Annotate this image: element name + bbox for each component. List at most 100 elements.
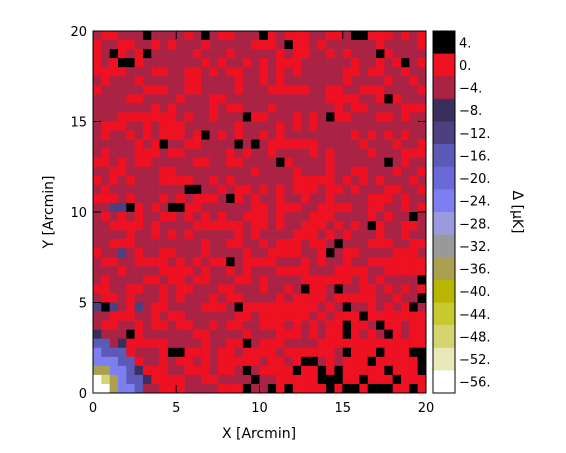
- heatmap-cell: [142, 139, 152, 149]
- heatmap-cell: [176, 31, 185, 41]
- heatmap-cell: [359, 58, 369, 68]
- heatmap-cell: [359, 347, 369, 358]
- heatmap-cell: [176, 112, 185, 122]
- heatmap-cell: [301, 266, 310, 276]
- heatmap-cell: [126, 202, 135, 213]
- heatmap-cell: [259, 302, 269, 312]
- heatmap-cell: [242, 58, 252, 68]
- heatmap-cell: [259, 121, 269, 131]
- heatmap-cell: [392, 293, 402, 303]
- heatmap-cell: [134, 212, 144, 222]
- heatmap-cell: [109, 49, 119, 59]
- heatmap-cell: [217, 193, 227, 204]
- heatmap-cell: [326, 221, 335, 231]
- heatmap-cell: [326, 139, 335, 149]
- heatmap-cell: [192, 212, 202, 222]
- heatmap-cell: [167, 320, 177, 330]
- heatmap-cell: [351, 40, 360, 50]
- heatmap-cell: [176, 94, 185, 104]
- heatmap-cell: [134, 94, 144, 104]
- heatmap-cell: [93, 338, 102, 349]
- colorbar-swatch: [433, 121, 455, 145]
- heatmap-cell: [351, 248, 360, 258]
- heatmap-cell: [259, 221, 269, 231]
- heatmap-cell: [342, 311, 352, 321]
- heatmap-cell: [259, 85, 269, 95]
- heatmap-cell: [167, 175, 177, 186]
- heatmap-cell: [309, 85, 319, 95]
- heatmap-cell: [309, 40, 319, 50]
- heatmap-cell: [234, 58, 244, 68]
- heatmap-cell: [159, 302, 169, 312]
- colorbar-level-label: −28.: [459, 217, 491, 232]
- heatmap-cell: [209, 193, 219, 204]
- heatmap-cell: [176, 230, 185, 240]
- heatmap-cell: [301, 148, 310, 158]
- heatmap-cell: [301, 374, 310, 385]
- heatmap-cell: [217, 175, 227, 186]
- heatmap-cell: [101, 284, 110, 294]
- heatmap-cell: [134, 257, 144, 267]
- heatmap-cell: [317, 202, 327, 213]
- heatmap-cell: [201, 175, 210, 186]
- heatmap-cell: [134, 157, 144, 168]
- heatmap-cell: [317, 293, 327, 303]
- heatmap-cell: [93, 202, 102, 213]
- heatmap-cell: [284, 112, 294, 122]
- heatmap-cell: [351, 356, 360, 367]
- heatmap-cell: [117, 230, 127, 240]
- heatmap-cell: [109, 239, 119, 249]
- heatmap-cell: [109, 175, 119, 186]
- heatmap-cell: [126, 130, 135, 140]
- heatmap-cell: [217, 329, 227, 339]
- heatmap-cell: [259, 67, 269, 77]
- heatmap-cell: [417, 347, 427, 358]
- heatmap-cell: [417, 221, 427, 231]
- heatmap-cell: [342, 121, 352, 131]
- heatmap-cell: [242, 157, 252, 168]
- heatmap-cell: [234, 193, 244, 204]
- heatmap-cell: [326, 67, 335, 77]
- heatmap-cell: [226, 193, 235, 204]
- heatmap-cell: [267, 31, 277, 41]
- heatmap-cell: [109, 275, 119, 285]
- heatmap-cell: [351, 121, 360, 131]
- heatmap-cell: [259, 275, 269, 285]
- heatmap-cell: [126, 329, 135, 339]
- heatmap-cell: [242, 103, 252, 113]
- heatmap-cell: [284, 257, 294, 267]
- heatmap-cell: [242, 94, 252, 104]
- heatmap-cell: [184, 329, 194, 339]
- heatmap-cell: [409, 202, 418, 213]
- heatmap-cell: [401, 130, 410, 140]
- heatmap-cell: [201, 275, 210, 285]
- heatmap-cell: [367, 257, 377, 267]
- heatmap-cell: [226, 302, 235, 312]
- heatmap-cell: [192, 257, 202, 267]
- heatmap-cell: [317, 383, 327, 394]
- colorbar-level-label: −20.: [459, 172, 491, 187]
- heatmap-cell: [126, 338, 135, 349]
- heatmap-cell: [417, 320, 427, 330]
- heatmap-cell: [151, 320, 160, 330]
- heatmap-cell: [142, 275, 152, 285]
- heatmap-cell: [192, 121, 202, 131]
- heatmap-cell: [167, 230, 177, 240]
- heatmap-cell: [159, 293, 169, 303]
- heatmap-cell: [226, 374, 235, 385]
- heatmap-cell: [251, 49, 260, 59]
- heatmap-cell: [184, 76, 194, 86]
- heatmap-cell: [184, 275, 194, 285]
- heatmap-cell: [401, 257, 410, 267]
- heatmap-cell: [351, 302, 360, 312]
- heatmap-cell: [101, 293, 110, 303]
- heatmap-cell: [409, 257, 418, 267]
- heatmap-cell: [417, 302, 427, 312]
- heatmap-cell: [159, 284, 169, 294]
- heatmap-cell: [242, 239, 252, 249]
- heatmap-cell: [217, 284, 227, 294]
- heatmap-cell: [167, 212, 177, 222]
- heatmap-cell: [109, 157, 119, 168]
- heatmap-cell: [292, 266, 302, 276]
- heatmap-cell: [401, 293, 410, 303]
